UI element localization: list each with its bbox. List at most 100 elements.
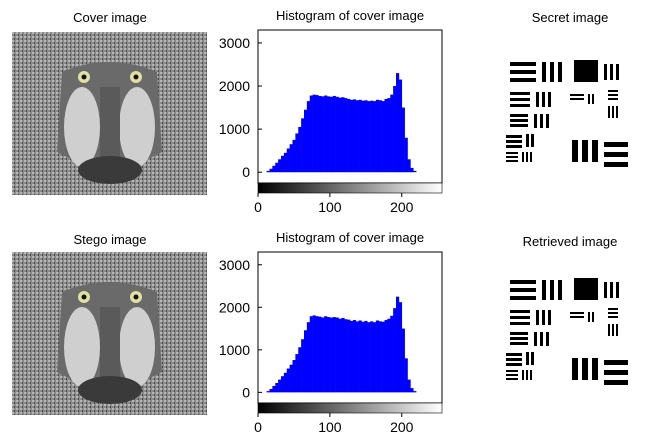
bar [413,391,417,393]
bar [324,95,328,173]
y-tick-label: 0 [242,384,250,400]
bar [301,118,305,173]
bar [355,100,359,173]
bar [398,302,403,393]
bar [301,339,305,393]
y-tick-label: 2000 [219,299,250,315]
bar [373,101,377,173]
x-tick-label: 100 [318,199,342,215]
x-tick-label: 200 [390,419,414,434]
bar [387,318,391,393]
bar [272,165,276,173]
bar [398,79,403,173]
bar [304,109,308,173]
bar [335,96,339,173]
image-title: Secret image [532,10,609,25]
bar [286,368,290,393]
bar [298,347,302,393]
bar [393,308,397,393]
bar [281,155,285,173]
bar [404,137,408,173]
y-tick-label: 0 [242,164,250,180]
bar [410,388,414,393]
bar [298,126,302,173]
bar [327,317,331,393]
bar [396,296,400,393]
bar [401,328,405,393]
bar [281,376,285,393]
bar [315,316,319,393]
chart-title: Histogram of cover image [276,230,424,245]
bar [272,385,276,393]
bar [396,73,400,173]
bar [295,354,299,393]
bar [350,320,354,393]
bar [321,317,325,393]
bar [283,372,288,393]
bar [278,159,282,173]
bar [384,320,388,393]
bar [289,364,293,393]
bar [347,98,351,173]
bar [361,321,365,393]
bar [295,133,299,173]
y-tick-label: 3000 [219,35,250,51]
bar [266,170,270,173]
stego-image [12,252,207,415]
x-tick-label: 200 [390,199,414,215]
bar [318,95,322,173]
bar [373,322,377,393]
bar [381,101,385,173]
image-title: Stego image [74,232,147,247]
bar [355,321,359,393]
bar [358,320,362,393]
secret-image [506,60,628,167]
colorbar [257,402,443,414]
bar [364,100,368,173]
bar [338,318,342,393]
bar [367,322,371,393]
bar [410,167,414,173]
x-tick-label: 100 [318,419,342,434]
y-tick-label: 1000 [219,342,250,358]
bar [312,315,316,393]
bar [370,100,374,173]
bar [344,319,348,393]
bar [275,162,279,173]
bar [341,317,345,393]
bar [318,316,322,393]
bar [335,317,339,393]
bar [327,96,331,173]
bar [390,94,394,173]
bar [329,96,334,173]
bar [329,317,334,393]
bar [286,148,290,173]
bar [381,321,385,393]
bar [407,379,411,393]
bar [278,379,282,393]
bar [364,320,368,393]
bar [347,319,351,393]
bar [324,316,328,393]
bar [407,159,411,173]
bar [361,100,365,173]
bar [315,95,319,173]
bar [292,139,296,173]
y-tick-label: 2000 [219,78,250,94]
bar [387,98,391,173]
bar [401,107,405,173]
image-title: Cover image [73,10,147,25]
x-tick-label: 0 [254,199,262,215]
bar [332,317,336,393]
bar [289,144,293,173]
bar [393,86,397,173]
retrieved-image [506,278,628,385]
bar [341,97,345,173]
cover-image [12,32,207,195]
bar [266,391,270,393]
bar [350,99,354,173]
bar [375,99,380,173]
bar [321,96,325,173]
